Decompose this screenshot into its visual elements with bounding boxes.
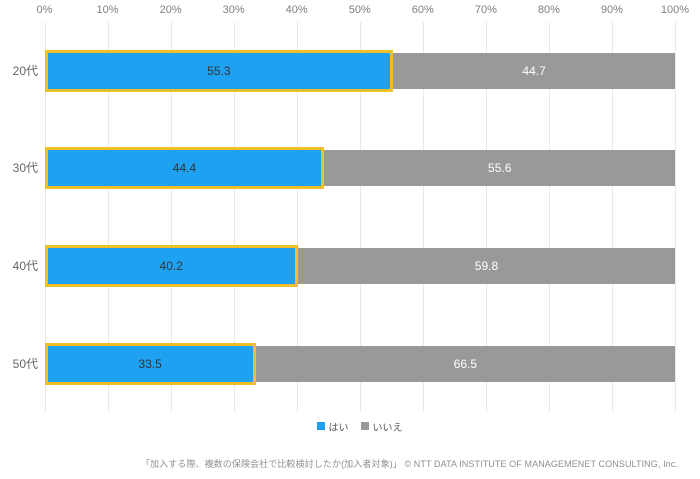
legend-item-no: いいえ: [360, 419, 403, 434]
axis-tick-label: 100%: [660, 4, 690, 16]
axis-tick-label: 50%: [348, 4, 371, 16]
axis-tick-label: 30%: [222, 4, 245, 16]
bar-value-label: 55.3: [207, 64, 231, 78]
gridline: [296, 22, 298, 412]
axis-tick-label: 80%: [537, 4, 560, 16]
bar-segment-yes: 33.5: [44, 343, 256, 385]
gridline: [359, 22, 361, 412]
bar-value-label: 55.6: [488, 161, 512, 175]
bar-segment-no: 59.8: [297, 248, 675, 284]
gridline: [422, 22, 424, 412]
bar-value-label: 44.4: [172, 161, 197, 175]
bar-value-label: 66.5: [453, 357, 478, 371]
category-label: 40代: [12, 259, 38, 273]
gridline: [44, 22, 46, 412]
gridline: [233, 22, 235, 412]
gridline: [611, 22, 613, 412]
axis-tick-label: 10%: [96, 4, 119, 16]
source-caption: 「加入する際、複数の保険会社で比較検討したか(加入者対象)」 © NTT DAT…: [140, 459, 678, 469]
axis-tick-label: 60%: [411, 4, 434, 16]
bar-value-label: 44.7: [522, 64, 546, 78]
axis-tick-label: 0%: [36, 4, 53, 16]
axis-tick-label: 40%: [285, 4, 308, 16]
axis-tick-label: 20%: [159, 4, 182, 16]
bar-value-label: 40.2: [159, 259, 183, 273]
legend: はい いいえ: [44, 418, 675, 434]
axis-tick-label: 90%: [600, 4, 623, 16]
gridline: [170, 22, 172, 412]
bar-segment-yes: 44.4: [44, 147, 325, 189]
category-label: 20代: [12, 64, 38, 78]
category-label: 30代: [12, 161, 38, 175]
bar-value-label: 59.8: [474, 259, 499, 273]
gridline: [675, 22, 676, 412]
bar-segment-no: 44.7: [393, 53, 675, 89]
axis-tick-label: 70%: [474, 4, 497, 16]
legend-item-yes: はい: [316, 419, 349, 434]
bar-segment-no: 66.5: [255, 346, 675, 382]
bar-segment-yes: 40.2: [44, 245, 298, 287]
gridline: [548, 22, 550, 412]
gridline: [485, 22, 487, 412]
bar-segment-no: 55.6: [324, 150, 675, 186]
category-label: 50代: [12, 357, 38, 371]
legend-swatch-no: [360, 422, 369, 430]
bar-segment-yes: 55.3: [44, 50, 394, 92]
gridline: [107, 22, 109, 412]
legend-label: はい: [328, 422, 349, 434]
bar-value-label: 33.5: [138, 357, 162, 371]
legend-swatch-yes: [316, 422, 325, 430]
legend-label: いいえ: [372, 422, 403, 434]
